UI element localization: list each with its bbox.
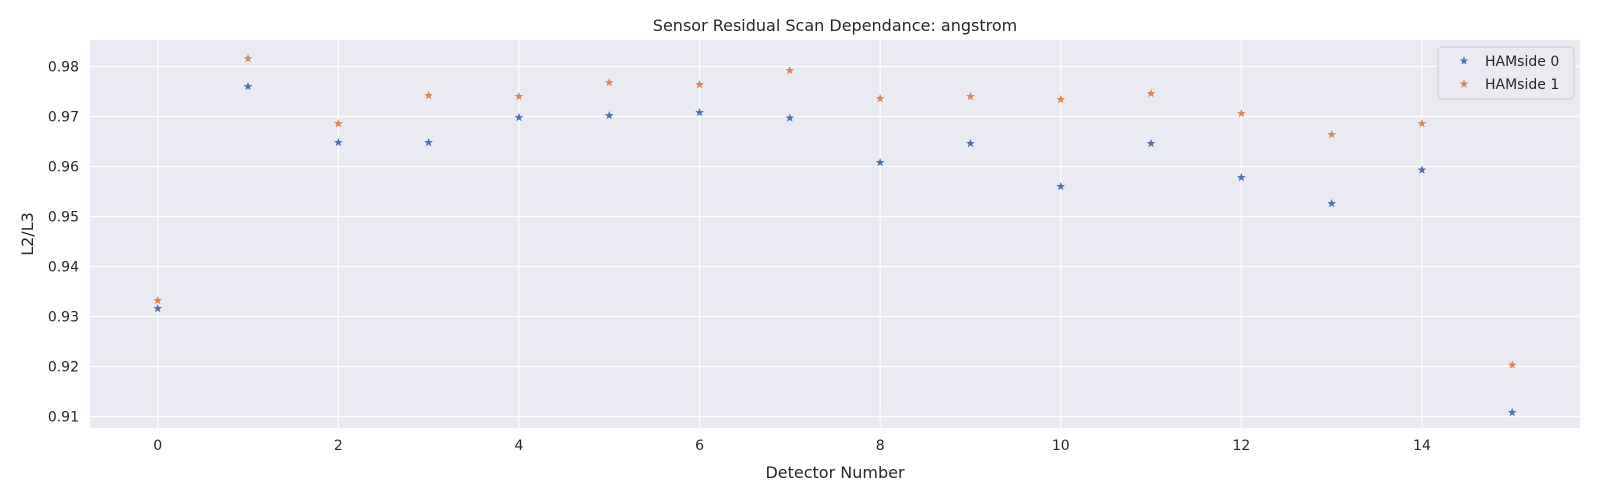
legend: HAMside 0 HAMside 1: [1437, 46, 1575, 100]
y-tick-labels: 0.91 0.92 0.93 0.94 0.95 0.96 0.97 0.98: [48, 60, 79, 426]
legend-marker-hamside-0: [1459, 56, 1469, 65]
legend-label-hamside-0: HAMside 0: [1485, 54, 1559, 70]
data-point-hamside-0: [875, 157, 885, 167]
x-tick-label: 0: [153, 438, 162, 454]
data-points: [153, 53, 1517, 417]
data-point-hamside-1: [1236, 108, 1246, 118]
y-tick-label: 0.96: [48, 160, 79, 176]
data-point-hamside-1: [243, 53, 253, 63]
data-point-hamside-1: [1056, 94, 1066, 104]
data-point-hamside-1: [1417, 118, 1427, 128]
data-point-hamside-0: [333, 137, 343, 147]
legend-star-icon: [1459, 79, 1469, 88]
y-tick-label: 0.91: [48, 410, 79, 426]
legend-label-hamside-1: HAMside 1: [1485, 77, 1559, 93]
plot-background: [90, 40, 1580, 428]
grid-lines: [90, 40, 1580, 428]
data-point-hamside-0: [514, 112, 524, 122]
data-point-hamside-1: [966, 91, 975, 101]
y-tick-label: 0.94: [48, 260, 79, 276]
data-point-hamside-0: [785, 113, 795, 122]
data-point-hamside-1: [1327, 129, 1337, 139]
data-point-hamside-1: [1146, 88, 1156, 98]
x-tick-label: 10: [1052, 438, 1070, 454]
chart-title: Sensor Residual Scan Dependance: angstro…: [653, 16, 1017, 35]
data-point-hamside-0: [1146, 138, 1156, 148]
y-tick-label: 0.93: [48, 310, 79, 326]
data-point-hamside-0: [695, 107, 704, 117]
x-tick-label: 14: [1413, 438, 1431, 454]
x-tick-label: 6: [695, 438, 704, 454]
x-tick-label: 2: [334, 438, 343, 454]
legend-star-icon: [1459, 56, 1469, 65]
data-point-hamside-1: [875, 93, 885, 103]
data-point-hamside-0: [1236, 172, 1246, 182]
data-point-hamside-1: [333, 118, 343, 128]
data-point-hamside-0: [153, 303, 163, 313]
data-point-hamside-1: [424, 90, 434, 100]
data-point-hamside-1: [785, 65, 795, 75]
legend-box: [1437, 46, 1575, 100]
data-point-hamside-1: [514, 91, 524, 101]
x-tick-label: 8: [876, 438, 885, 454]
data-point-hamside-0: [424, 137, 434, 147]
data-point-hamside-0: [1507, 407, 1517, 417]
data-point-hamside-0: [1056, 181, 1066, 191]
data-point-hamside-1: [153, 295, 163, 305]
y-tick-label: 0.97: [48, 110, 79, 126]
x-axis-label: Detector Number: [765, 463, 905, 482]
x-tick-label: 4: [514, 438, 523, 454]
data-point-hamside-0: [1417, 165, 1427, 174]
y-tick-label: 0.98: [48, 60, 79, 76]
data-point-hamside-1: [1507, 360, 1517, 369]
data-point-hamside-1: [604, 77, 614, 87]
y-tick-label: 0.95: [48, 210, 79, 226]
data-point-hamside-0: [604, 110, 614, 120]
data-point-hamside-0: [966, 138, 975, 148]
x-tick-labels: 0 2 4 6 8 10 12 14: [153, 438, 1431, 454]
data-point-hamside-1: [695, 79, 704, 89]
data-point-hamside-0: [1327, 198, 1337, 208]
legend-marker-hamside-1: [1459, 79, 1469, 88]
y-axis-label: L2/L3: [18, 212, 37, 256]
x-tick-label: 12: [1232, 438, 1250, 454]
data-point-hamside-0: [243, 81, 253, 91]
y-tick-label: 0.92: [48, 360, 79, 376]
